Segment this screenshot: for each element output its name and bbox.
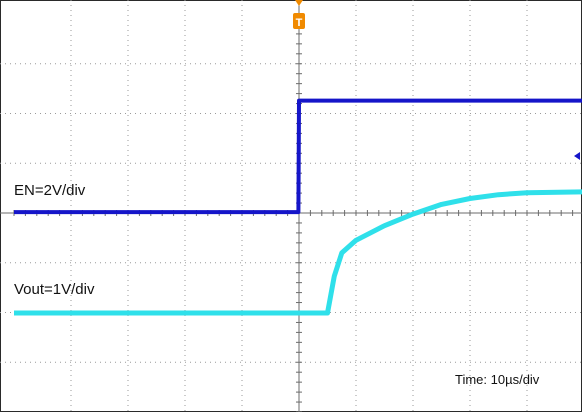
trigger-marker-icon [293,13,305,29]
markers: T [293,0,580,160]
en-channel-label: EN=2V/div [14,182,86,199]
timebase-label: Time: 10µs/div [455,372,540,387]
en-trace [14,98,582,215]
traces [14,98,582,316]
trigger-arrow-icon [295,0,303,6]
level-indicator-icon [574,152,580,160]
vout-channel-label: Vout=1V/div [14,281,95,298]
vout-trace [14,189,582,316]
trigger-marker-label: T [296,17,303,29]
